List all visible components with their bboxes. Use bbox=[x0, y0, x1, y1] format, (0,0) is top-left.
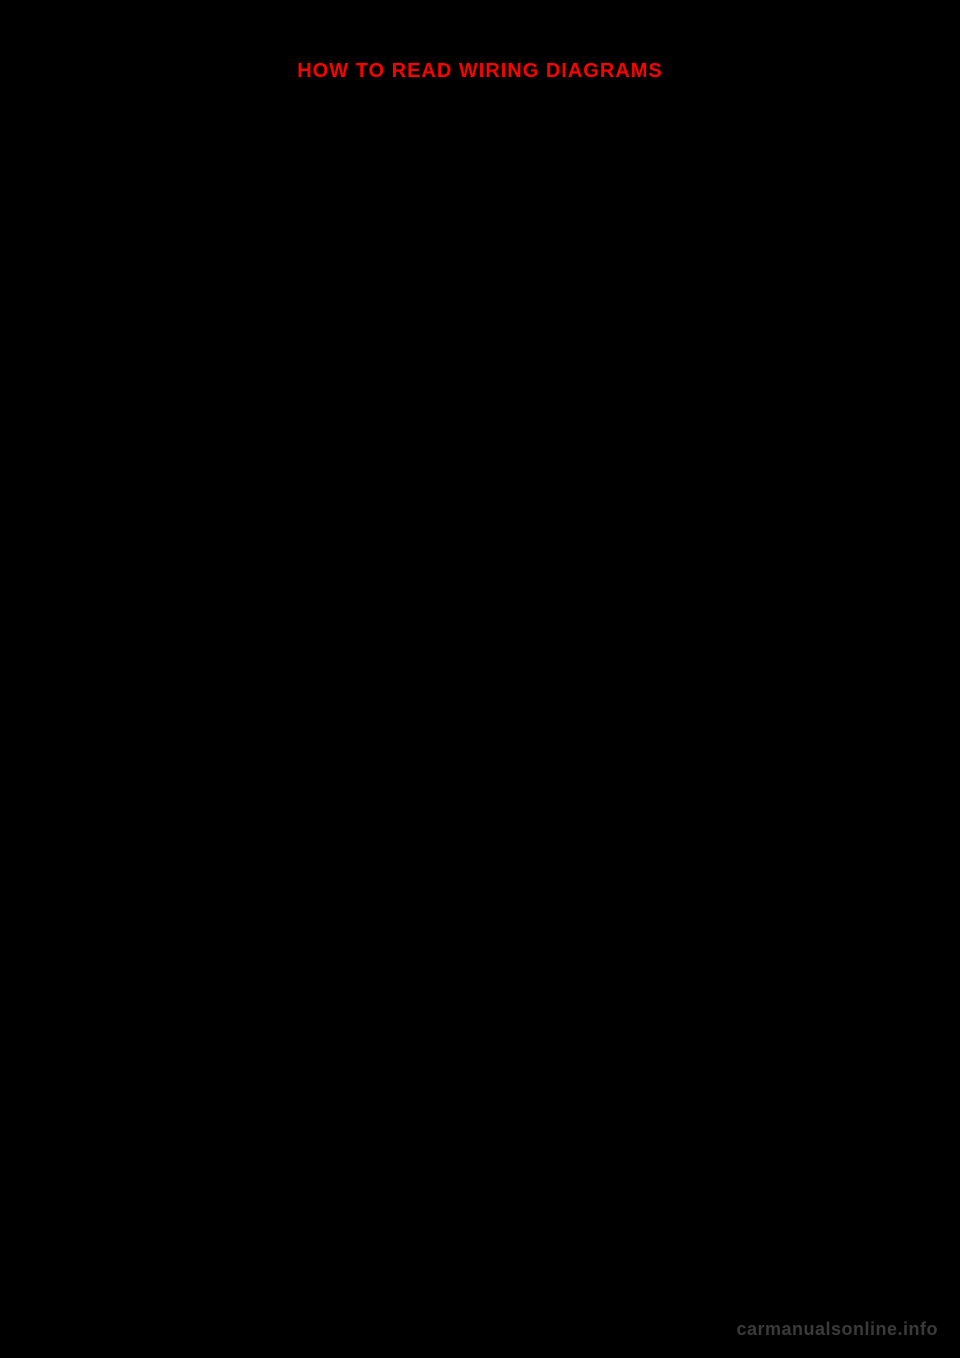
bullet-item: This shows a code for the color of the c… bbox=[296, 567, 894, 598]
table-row: 31Fusible link and fuse boxThis shows th… bbox=[60, 606, 900, 670]
cell-description: The line spliced and grounded under wire… bbox=[290, 413, 900, 446]
bullet-list: This shows that the system branches to a… bbox=[296, 149, 894, 165]
cell-description: This shows the ground connection. For de… bbox=[290, 445, 900, 493]
bullet-item: This shows that the system branches to a… bbox=[296, 149, 894, 165]
cell-number: 31 bbox=[60, 606, 140, 670]
cell-item: Fusible link and fuse box bbox=[140, 606, 290, 670]
cell-item: Connector number bbox=[140, 334, 290, 413]
cell-item: Component name bbox=[140, 301, 290, 334]
bullet-item: This area shows the connector faces of t… bbox=[296, 502, 894, 518]
cell-description: Connectors enclosed in broken line show … bbox=[290, 526, 900, 559]
table-row: 30Connector colorThis shows a code for t… bbox=[60, 558, 900, 606]
cell-number: 23 bbox=[60, 253, 140, 301]
cell-item: Ground (GND) bbox=[140, 445, 290, 493]
subtitle: Description (Cont'd) bbox=[776, 89, 900, 104]
cell-item: Connector color bbox=[140, 558, 290, 606]
cell-description: The line enclosed by broken line circle … bbox=[290, 221, 900, 254]
table-row: 22Shielded line The line enclosed by brok… bbox=[60, 221, 900, 254]
bullet-list: This arrow shows that the circuit contin… bbox=[296, 181, 894, 212]
table-row: 25Connector numberThis shows the connect… bbox=[60, 334, 900, 413]
bullet-item: This shows the arrangement of fusible li… bbox=[296, 615, 894, 646]
description-table: Number Item Description 20System branch T… bbox=[60, 110, 900, 719]
cell-number: 29 bbox=[60, 526, 140, 559]
bullet-list: Connectors enclosed in broken line show … bbox=[296, 534, 894, 550]
cell-description: This arrow shows that the circuit contin… bbox=[290, 173, 900, 221]
watermark: carmanualsonline.info bbox=[736, 1319, 938, 1340]
bullet-item: This shows that another part of the comp… bbox=[296, 262, 894, 293]
table-row: 29Common component Connectors enclosed in… bbox=[60, 526, 900, 559]
cell-description: This shows that the system branches to a… bbox=[290, 140, 900, 173]
page-content: HOW TO READ WIRING DIAGRAMS Description … bbox=[60, 60, 900, 719]
bullet-list: This shows the connector number.The lett… bbox=[296, 342, 894, 373]
bullet-item: This shows the name of a component. bbox=[296, 310, 894, 326]
table-row: 23Component box in wave lineThis shows t… bbox=[60, 253, 900, 301]
bullet-list: This shows a code for the color of the c… bbox=[296, 567, 894, 598]
table-row: 28Connector views This area shows the con… bbox=[60, 493, 900, 526]
sub-text: The open square shows current flow in, a… bbox=[296, 646, 894, 662]
bullet-item: The line enclosed by broken line circle … bbox=[296, 229, 894, 245]
bullet-list: This shows the arrangement of fusible li… bbox=[296, 615, 894, 646]
cell-number: 22 bbox=[60, 221, 140, 254]
cell-number: 26 bbox=[60, 413, 140, 446]
bullet-item: Connectors enclosed in broken line show … bbox=[296, 534, 894, 550]
bullet-item: This shows that more information on the … bbox=[296, 678, 894, 709]
bullet-list: The line enclosed by broken line circle … bbox=[296, 229, 894, 245]
bullet-list: This shows the ground connection. For de… bbox=[296, 454, 894, 485]
cell-item: System branch bbox=[140, 140, 290, 173]
cell-item: Connector views bbox=[140, 493, 290, 526]
header-item: Item bbox=[140, 111, 290, 140]
page-number: GI-15 bbox=[0, 1280, 960, 1298]
cell-item: Common component bbox=[140, 526, 290, 559]
bullet-item: The C will match with the C on another p… bbox=[296, 197, 894, 213]
cell-number: 28 bbox=[60, 493, 140, 526]
cell-description: This area shows the connector faces of t… bbox=[290, 493, 900, 526]
bullet-item: The letter shows which harness the conne… bbox=[296, 358, 894, 374]
bullet-list: This area shows the connector faces of t… bbox=[296, 502, 894, 518]
bullet-item: This shows the connector number. bbox=[296, 342, 894, 358]
cell-number: 25 bbox=[60, 334, 140, 413]
bullet-list: This shows the name of a component. bbox=[296, 310, 894, 326]
cell-number: 32 bbox=[60, 670, 140, 719]
bullet-item: This arrow shows that the circuit contin… bbox=[296, 181, 894, 197]
section-title: HOW TO READ WIRING DIAGRAMS bbox=[60, 60, 900, 83]
cell-item: Ground (GND) bbox=[140, 413, 290, 446]
sub-text: Example: M: main harness. For detail and… bbox=[296, 373, 894, 404]
bullet-item: This shows the ground connection. For de… bbox=[296, 454, 894, 485]
bullet-list: This shows that more information on the … bbox=[296, 678, 894, 709]
cell-description: This shows the arrangement of fusible li… bbox=[290, 606, 900, 670]
table-row: 27Ground (GND)This shows the ground conn… bbox=[60, 445, 900, 493]
cell-number: 27 bbox=[60, 445, 140, 493]
table-row: 32Reference areaThis shows that more inf… bbox=[60, 670, 900, 719]
cell-number: 21 bbox=[60, 173, 140, 221]
table-row: 21Page crossing This arrow shows that the… bbox=[60, 173, 900, 221]
table-row: 26Ground (GND) The line spliced and groun… bbox=[60, 413, 900, 446]
cell-description: This shows the name of a component. bbox=[290, 301, 900, 334]
cell-item: Reference area bbox=[140, 670, 290, 719]
cell-item: Page crossing bbox=[140, 173, 290, 221]
cell-number: 30 bbox=[60, 558, 140, 606]
header-description: Description bbox=[290, 111, 900, 140]
cell-description: This shows that more information on the … bbox=[290, 670, 900, 719]
table-row: 24Component name This shows the name of a… bbox=[60, 301, 900, 334]
cell-item: Shielded line bbox=[140, 221, 290, 254]
cell-description: This shows a code for the color of the c… bbox=[290, 558, 900, 606]
cell-description: This shows the connector number.The lett… bbox=[290, 334, 900, 413]
subtitle-row: Description (Cont'd) bbox=[60, 85, 900, 106]
header-number: Number bbox=[60, 111, 140, 140]
cell-number: 20 bbox=[60, 140, 140, 173]
cell-description: This shows that another part of the comp… bbox=[290, 253, 900, 301]
cell-number: 24 bbox=[60, 301, 140, 334]
bullet-list: The line spliced and grounded under wire… bbox=[296, 421, 894, 437]
table-row: 20System branch This shows that the syste… bbox=[60, 140, 900, 173]
cell-item: Component box in wave line bbox=[140, 253, 290, 301]
bullet-list: This shows that another part of the comp… bbox=[296, 262, 894, 293]
table-header-row: Number Item Description bbox=[60, 111, 900, 140]
bullet-item: The line spliced and grounded under wire… bbox=[296, 421, 894, 437]
